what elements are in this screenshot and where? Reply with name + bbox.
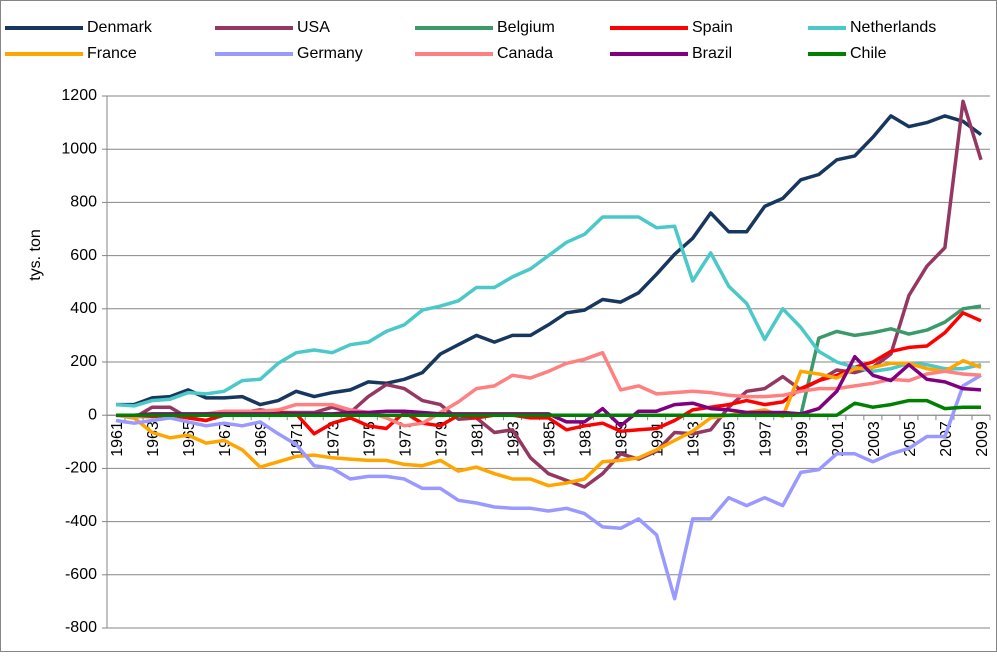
y-tick-label: 600 (70, 247, 97, 264)
x-tick-label: 2007 (938, 421, 955, 457)
y-tick-label: -200 (65, 460, 97, 477)
y-tick-label: 400 (70, 300, 97, 317)
x-tick-label: 2003 (866, 421, 883, 457)
legend-label: Brazil (692, 45, 732, 62)
legend-label: Canada (497, 45, 553, 62)
x-tick-label: 1975 (361, 421, 378, 457)
y-tick-label: -400 (65, 513, 97, 530)
legend-label: Germany (297, 45, 363, 62)
series-line (115, 358, 982, 488)
y-tick-label: 800 (70, 194, 97, 211)
legend-label: Netherlands (850, 19, 936, 36)
x-tick-label: 1971 (289, 421, 306, 457)
legend-label: France (87, 45, 137, 62)
y-tick-label: 1000 (61, 140, 97, 157)
x-tick-label: 2001 (830, 421, 847, 457)
x-tick-label: 1973 (325, 421, 342, 457)
x-tick-label: 1997 (758, 421, 775, 457)
x-tick-label: 1967 (217, 421, 234, 457)
y-tick-label: 0 (88, 406, 97, 423)
x-tick-label: 1961 (109, 421, 126, 457)
x-tick-label: 1995 (722, 421, 739, 457)
x-tick-label: 1979 (433, 421, 450, 457)
x-tick-label: 1969 (253, 421, 270, 457)
legend-label: USA (297, 19, 330, 36)
y-axis-label: tys. ton (27, 229, 44, 281)
legend-label: Spain (692, 19, 733, 36)
x-tick-label: 1987 (578, 421, 595, 457)
series-line (116, 398, 981, 417)
series-line (115, 215, 982, 408)
y-tick-label: 1200 (61, 87, 97, 104)
x-tick-label: 1977 (397, 421, 414, 457)
series-line (115, 373, 982, 601)
x-tick-label: 1999 (794, 421, 811, 457)
y-tick-label: 200 (70, 353, 97, 370)
x-tick-label: 1963 (145, 421, 162, 457)
x-tick-label: 1981 (469, 421, 486, 457)
x-tick-label: 1965 (181, 421, 198, 457)
x-tick-label: 2009 (974, 421, 991, 457)
y-tick-label: -800 (65, 619, 97, 636)
legend-label: Chile (850, 45, 887, 62)
legend-label: Denmark (87, 19, 153, 36)
series-line (116, 114, 983, 407)
x-tick-label: 1993 (686, 421, 703, 457)
y-tick-label: -600 (65, 566, 97, 583)
legend-label: Belgium (497, 19, 555, 36)
x-tick-label: 1985 (542, 421, 559, 457)
